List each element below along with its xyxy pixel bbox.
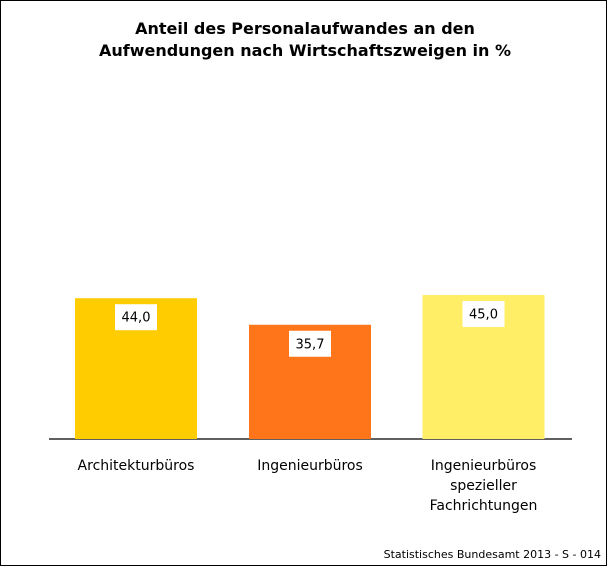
value-label: 44,0 [122, 311, 151, 326]
source: Statistisches Bundesamt 2013 - S - 014 [383, 548, 601, 561]
value-label: 45,0 [469, 308, 498, 323]
value-label-box [115, 304, 157, 331]
value-label: 35,7 [296, 337, 325, 352]
chart-title: Anteil des Personalaufwandes an den Aufw… [98, 19, 512, 60]
x-tick-label: Architekturbüros [77, 458, 195, 474]
x-tick-label: Ingenieurbüros spezieller Fachrichtungen [429, 458, 538, 514]
value-label-box [462, 301, 505, 327]
x-tick-label: Ingenieurbüros [257, 458, 363, 474]
value-label-box [289, 330, 331, 357]
